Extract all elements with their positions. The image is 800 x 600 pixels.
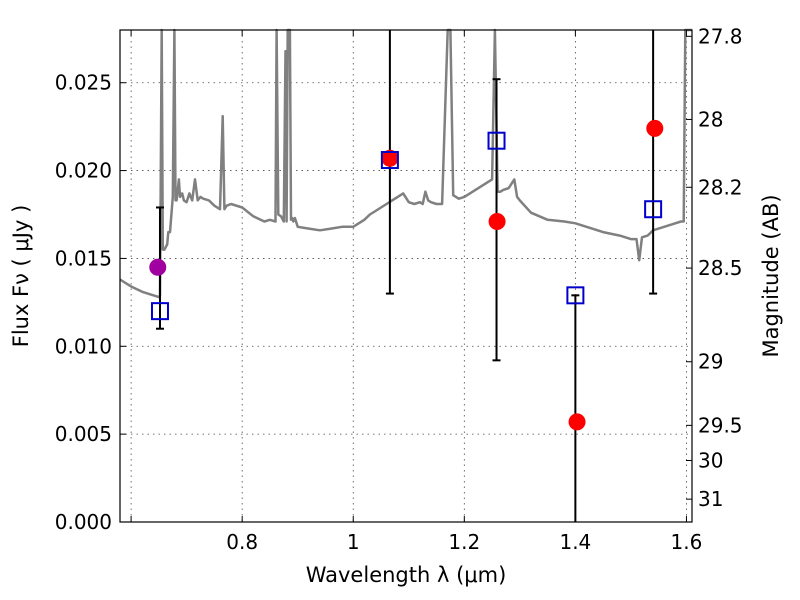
error-bars bbox=[155, 30, 658, 522]
model_box-point bbox=[487, 131, 506, 150]
mag-tick-label: 30 bbox=[698, 449, 723, 473]
model_box-point bbox=[566, 286, 585, 305]
x-tick-label: 0.8 bbox=[226, 530, 258, 554]
y-tick-label: 0.010 bbox=[55, 334, 112, 358]
data-markers bbox=[149, 119, 664, 431]
y2-axis-label: Magnitude (AB) bbox=[759, 194, 783, 357]
x-tick-label: 1.4 bbox=[559, 530, 591, 554]
model-spectrum bbox=[119, 28, 692, 299]
mag-tick-label: 31 bbox=[698, 487, 723, 511]
mag-tick-label: 28 bbox=[698, 107, 723, 131]
model_box-point bbox=[150, 302, 169, 321]
mag-tick-label: 27.8 bbox=[698, 24, 743, 48]
mag-tick-label: 29.5 bbox=[698, 413, 743, 437]
mag-tick-label: 28.2 bbox=[698, 175, 743, 199]
y-tick-label: 0.015 bbox=[55, 246, 112, 270]
grid-lines bbox=[120, 30, 692, 522]
y-tick-label: 0.005 bbox=[55, 422, 112, 446]
y-tick-label: 0.020 bbox=[55, 159, 112, 183]
mag-tick-label: 28.5 bbox=[698, 256, 743, 280]
measured-point bbox=[568, 413, 586, 431]
measured-point bbox=[488, 213, 506, 231]
measured-point bbox=[646, 119, 664, 137]
y-tick-label: 0.000 bbox=[55, 510, 112, 534]
model_box-point bbox=[380, 151, 399, 170]
purple-point bbox=[149, 258, 167, 276]
mag-tick-label: 29 bbox=[698, 350, 723, 374]
x-axis-label: Wavelength λ (μm) bbox=[306, 563, 507, 587]
y-axis-label: Flux Fν ( μJy ) bbox=[9, 205, 33, 348]
plot-frame bbox=[119, 29, 693, 523]
axis-ticks: 0.8 1 1.2 1.4 1.6 0.000 0.005 0.010 0.015 0.020 0.… bbox=[55, 24, 743, 554]
x-tick-label: 1 bbox=[347, 530, 360, 554]
y-tick-label: 0.025 bbox=[55, 71, 112, 95]
x-tick-label: 1.2 bbox=[448, 530, 480, 554]
model_box-point bbox=[644, 200, 663, 219]
model-spectrum-line bbox=[119, 28, 692, 299]
x-tick-label: 1.6 bbox=[671, 530, 703, 554]
